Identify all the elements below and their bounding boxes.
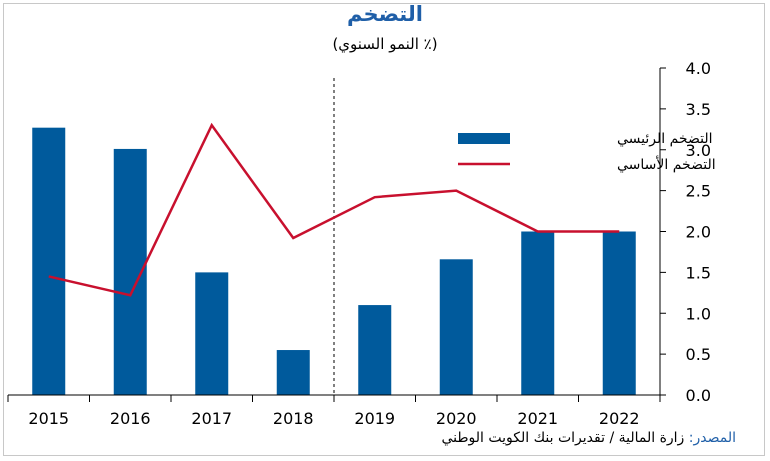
x-tick-label: 2021 xyxy=(517,409,558,428)
x-tick-label: 2019 xyxy=(354,409,395,428)
legend-bar-swatch xyxy=(458,133,510,144)
bar-2015 xyxy=(32,127,66,396)
x-tick-label: 2015 xyxy=(28,409,69,428)
y-tick-label: 0.0 xyxy=(686,386,711,405)
chart-frame xyxy=(3,3,765,456)
source-text: زارة المالية / تقديرات بنك الكويت الوطني xyxy=(441,430,685,446)
x-axis-ticks xyxy=(7,395,661,402)
legend-headline-label: التضخم الرئيسي xyxy=(617,131,712,147)
chart-subtitle: (٪ النمو السنوي) xyxy=(332,35,438,53)
source-label: المصدر: xyxy=(688,430,736,446)
y-tick-label: 2.5 xyxy=(686,182,711,201)
x-tick-label: 2016 xyxy=(110,409,151,428)
bar-2019 xyxy=(358,305,392,395)
x-tick-label: 2020 xyxy=(436,409,477,428)
bar-2018 xyxy=(276,350,310,395)
core-inflation-line xyxy=(48,122,620,297)
x-tick-label: 2022 xyxy=(599,409,640,428)
y-tick-label: 3.0 xyxy=(686,141,711,160)
y-tick-label: 2.0 xyxy=(686,223,711,242)
x-tick-label: 2018 xyxy=(273,409,314,428)
bar-2017 xyxy=(195,272,229,395)
x-axis-labels: 2015 2016 2017 2018 2019 2020 2021 2022 xyxy=(28,409,639,428)
chart-title: التضخم xyxy=(347,2,423,26)
y-tick-label: 4.0 xyxy=(686,59,711,78)
y-tick-label: 1.0 xyxy=(686,304,711,323)
bar-2022 xyxy=(602,231,636,395)
legend: التضخم الرئيسي التضخم الأساسي xyxy=(458,131,716,173)
y-axis-ticks: 0.0 0.5 1.0 1.5 2.0 2.5 3.0 3.5 4.0 xyxy=(660,59,711,405)
y-tick-label: 1.5 xyxy=(686,263,711,282)
y-tick-label: 0.5 xyxy=(686,345,711,364)
source-note: المصدر: زارة المالية / تقديرات بنك الكوي… xyxy=(442,430,736,446)
legend-core-label: التضخم الأساسي xyxy=(617,155,716,173)
y-tick-label: 3.5 xyxy=(686,100,711,119)
bar-2021 xyxy=(521,231,555,395)
x-tick-label: 2017 xyxy=(191,409,232,428)
bar-2020 xyxy=(439,259,473,395)
headline-inflation-bars xyxy=(32,127,636,396)
